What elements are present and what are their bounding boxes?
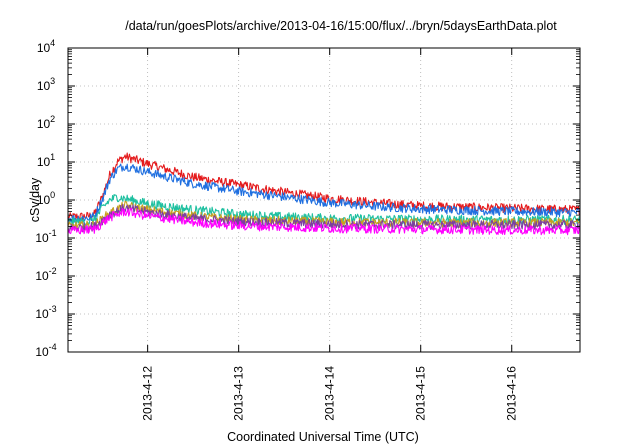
x-axis: 2013-4-12 2013-4-13 2013-4-14 2013-4-15 2013… [141,48,519,421]
x-tick-label: 2013-4-15 [414,366,428,421]
y-tick-label: 10-3 [35,304,56,321]
y-tick-label: 102 [37,114,55,131]
series-group [67,152,581,236]
series-line-2 [67,163,581,224]
series-line-5 [67,203,581,233]
y-tick-label: 10-1 [35,228,56,245]
series-line-6 [67,207,581,236]
x-tick-label: 2013-4-14 [323,366,337,421]
y-tick-label: 101 [37,152,55,169]
x-axis-label: Coordinated Universal Time (UTC) [227,430,419,444]
y-axis: 10-4 10-3 10-2 10-1 100 101 102 103 104 [35,38,580,359]
x-tick-label: 2013-4-12 [141,366,155,421]
y-tick-label: 10-4 [35,342,56,359]
y-tick-label: 103 [37,76,55,93]
y-tick-label: 104 [37,38,55,55]
x-tick-label: 2013-4-13 [232,366,246,421]
x-tick-label: 2013-4-16 [505,366,519,421]
y-tick-label: 100 [37,190,55,207]
y-tick-label: 10-2 [35,266,56,283]
chart-title: /data/run/goesPlots/archive/2013-04-16/1… [125,19,557,33]
y-axis-label: cSv/day [28,177,42,222]
